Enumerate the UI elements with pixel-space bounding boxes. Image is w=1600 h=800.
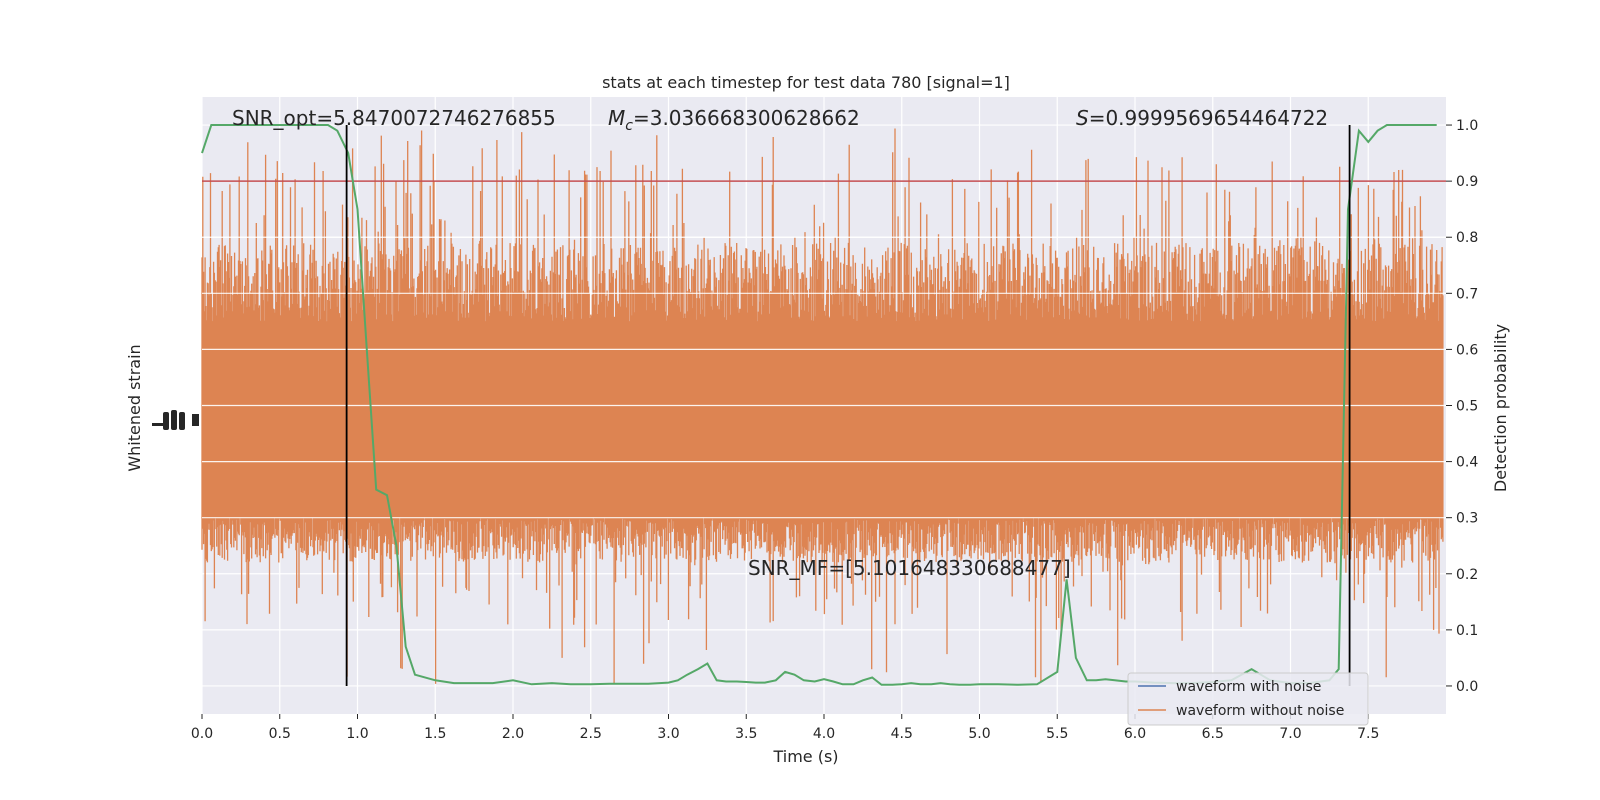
waveform-without-noise-core [202,321,1443,518]
detection-stat-value: =0.9999569654464722 [1089,106,1328,130]
right-tick-label: 0.2 [1456,567,1478,583]
right-tick-label: 0.9 [1456,174,1478,190]
y-axis-title-right: Detection probability [1491,324,1510,492]
x-tick-label: 3.5 [735,726,757,742]
x-axis-ticks: 0.0 0.5 1.0 1.5 2.0 2.5 3.0 3.5 4.0 4.5 5.0 5.5 6.0 6… [191,714,1379,742]
legend-box [1127,672,1369,726]
right-tick-label: 1.0 [1456,118,1478,134]
detection-stat-annotation: S=0.9999569654464722 [1076,106,1328,130]
chart-title: stats at each timestep for test data 780… [602,73,1010,92]
left-tick-mark [152,423,166,426]
right-tick-label: 0.0 [1456,679,1478,695]
y-axis-title-left: Whitened strain [125,344,144,471]
right-axis-ticks: 0.0 0.1 0.2 0.3 0.4 0.5 0.6 0.7 0.8 0.9 1.0 [1446,118,1478,695]
threshold-layer [202,180,1446,519]
x-tick-label: 4.0 [813,726,835,742]
right-tick-label: 0.4 [1456,455,1478,471]
x-tick-label: 2.0 [502,726,524,742]
right-tick-label: 0.1 [1456,623,1478,639]
detection-stat-symbol: S [1076,106,1089,130]
chirp-mass-annotation: Mc=3.036668300628662 [608,106,860,134]
legend: waveform with noise waveform without noi… [1127,672,1369,726]
x-tick-label: 4.5 [891,726,913,742]
waveform-without-noise-series [201,128,1444,684]
x-tick-label: 6.0 [1124,726,1146,742]
x-tick-label: 0.5 [269,726,291,742]
legend-label-waveform-without-noise: waveform without noise [1176,703,1344,719]
left-axis-ticks [152,410,199,430]
event-markers [345,125,1351,686]
right-tick-label: 0.8 [1456,230,1478,246]
left-tick-mark [192,414,199,426]
left-tick-mark [179,412,185,430]
x-tick-label: 2.5 [580,726,602,742]
x-axis-title: Time (s) [772,747,838,766]
x-tick-label: 6.5 [1202,726,1224,742]
snr-mf-annotation: SNR_MF=[5.101648330688477] [748,556,1071,580]
right-tick-label: 0.7 [1456,286,1478,302]
x-tick-label: 1.5 [424,726,446,742]
right-tick-label: 0.6 [1456,342,1478,358]
x-tick-label: 3.0 [657,726,679,742]
x-tick-label: 0.0 [191,726,213,742]
x-tick-label: 7.0 [1279,726,1301,742]
chirp-mass-value: =3.036668300628662 [633,106,860,130]
x-tick-label: 1.0 [346,726,368,742]
left-tick-mark [171,410,177,430]
chirp-mass-subscript: c [625,118,633,134]
x-tick-label: 5.0 [968,726,990,742]
x-tick-label: 7.5 [1357,726,1379,742]
right-tick-label: 0.3 [1456,511,1478,527]
left-tick-mark [163,412,169,430]
chirp-mass-symbol: M [608,106,625,130]
right-tick-label: 0.5 [1456,399,1478,415]
snr-opt-annotation: SNR_opt=5.8470072746276855 [232,106,556,130]
legend-label-waveform-with-noise: waveform with noise [1176,679,1321,695]
x-tick-label: 5.5 [1046,726,1068,742]
